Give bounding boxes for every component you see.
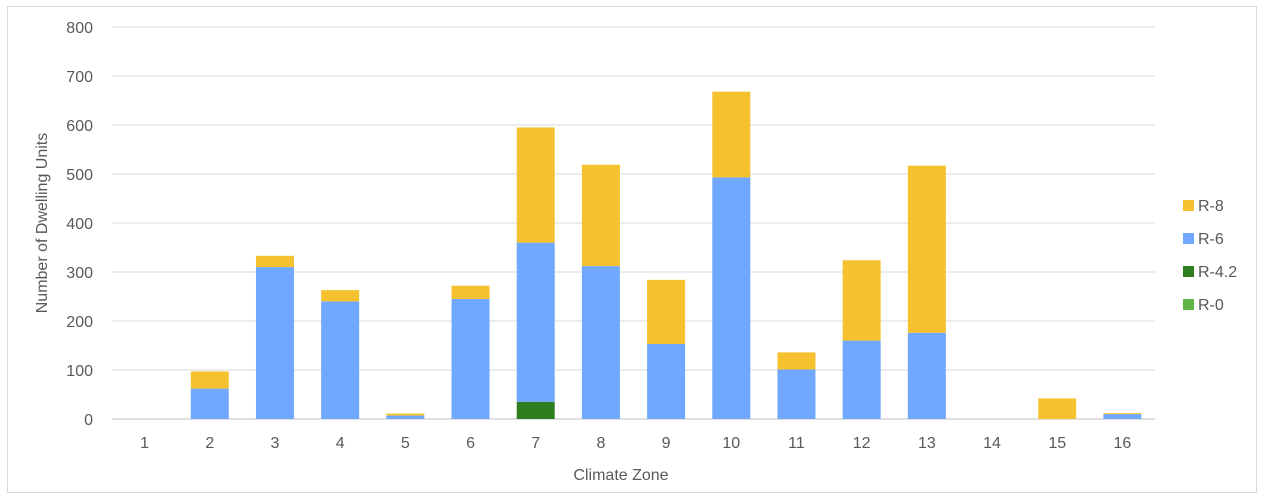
x-tick-label: 8 xyxy=(596,435,605,452)
y-tick-label: 0 xyxy=(84,412,93,429)
x-tick-label: 7 xyxy=(531,435,540,452)
bar-segment-r-6-zone-5 xyxy=(386,415,425,419)
x-tick-label: 12 xyxy=(853,435,871,452)
x-tick-label: 6 xyxy=(466,435,475,452)
x-tick-label: 14 xyxy=(983,435,1001,452)
bar-segment-r-6-zone-8 xyxy=(581,266,620,419)
legend-label: R-6 xyxy=(1198,231,1224,248)
bar-segment-r-6-zone-4 xyxy=(321,301,360,419)
bar-segment-r-8-zone-4 xyxy=(321,290,360,302)
bar-segment-r-8-zone-11 xyxy=(777,352,816,370)
bar-segment-r-8-zone-16 xyxy=(1103,413,1142,415)
x-axis-title: Climate Zone xyxy=(573,467,668,484)
bar-segment-r-8-zone-5 xyxy=(386,413,425,416)
y-tick-label: 800 xyxy=(66,20,93,37)
y-tick-label: 200 xyxy=(66,314,93,331)
x-tick-label: 11 xyxy=(788,435,805,452)
bar-segment-r-8-zone-12 xyxy=(842,260,881,341)
legend: R-8 R-6 R-4.2 R-0 xyxy=(1183,198,1237,314)
bar-segment-r-6-zone-10 xyxy=(712,177,751,419)
x-tick-label: 10 xyxy=(722,435,740,452)
bar-segment-r-8-zone-6 xyxy=(451,285,490,299)
bar-segment-r-6-zone-11 xyxy=(777,369,816,419)
y-tick-label: 400 xyxy=(66,216,93,233)
legend-label: R-0 xyxy=(1198,297,1224,314)
bar-segment-r-6-zone-9 xyxy=(647,344,686,419)
x-tick-label: 9 xyxy=(662,435,671,452)
bar-segment-r-6-zone-13 xyxy=(907,332,946,419)
bar-segment-r-8-zone-9 xyxy=(647,279,686,345)
x-tick-label: 1 xyxy=(140,435,149,452)
bar-segment-r-6-zone-12 xyxy=(842,340,881,419)
bar-segment-r-6-zone-16 xyxy=(1103,414,1142,419)
bar-segment-r-8-zone-8 xyxy=(581,164,620,267)
x-tick-label: 5 xyxy=(401,435,410,452)
bar-segment-r-8-zone-7 xyxy=(516,127,555,243)
x-tick-label: 4 xyxy=(336,435,345,452)
x-tick-label: 2 xyxy=(205,435,214,452)
bars xyxy=(190,91,1142,419)
bar-segment-r-8-zone-2 xyxy=(190,371,229,389)
y-axis-title: Number of Dwelling Units xyxy=(34,133,51,314)
y-tick-label: 500 xyxy=(66,167,93,184)
legend-label: R-4.2 xyxy=(1198,264,1237,281)
y-tick-label: 300 xyxy=(66,265,93,282)
x-tick-label: 15 xyxy=(1048,435,1066,452)
bar-segment-r-6-zone-6 xyxy=(451,298,490,419)
legend-label: R-8 xyxy=(1198,198,1224,215)
x-tick-label: 16 xyxy=(1114,435,1132,452)
bar-segment-r-8-zone-3 xyxy=(255,255,294,268)
bar-segment-r-8-zone-15 xyxy=(1038,398,1077,419)
y-tick-label: 600 xyxy=(66,118,93,135)
bar-segment-r-8-zone-10 xyxy=(712,91,751,178)
bar-segment-r-6-zone-2 xyxy=(190,388,229,419)
legend-swatch xyxy=(1183,299,1194,310)
y-tick-label: 100 xyxy=(66,363,93,380)
bar-segment-r-6-zone-7 xyxy=(516,242,555,402)
bar-segment-r-8-zone-13 xyxy=(907,165,946,333)
legend-swatch xyxy=(1183,233,1194,244)
x-tick-label: 3 xyxy=(271,435,280,452)
bar-segment-r-6-zone-3 xyxy=(255,267,294,419)
x-tick-label: 13 xyxy=(918,435,936,452)
x-axis-ticks: 1 2 3 4 5 6 7 8 9 10 11 12 13 14 15 16 xyxy=(140,435,1131,452)
legend-swatch xyxy=(1183,200,1194,211)
y-tick-label: 700 xyxy=(66,69,93,86)
bar-segment-r-4-2-zone-7 xyxy=(516,401,555,419)
legend-swatch xyxy=(1183,266,1194,277)
y-axis-ticks: 0 100 200 300 400 500 600 700 800 xyxy=(66,20,93,429)
